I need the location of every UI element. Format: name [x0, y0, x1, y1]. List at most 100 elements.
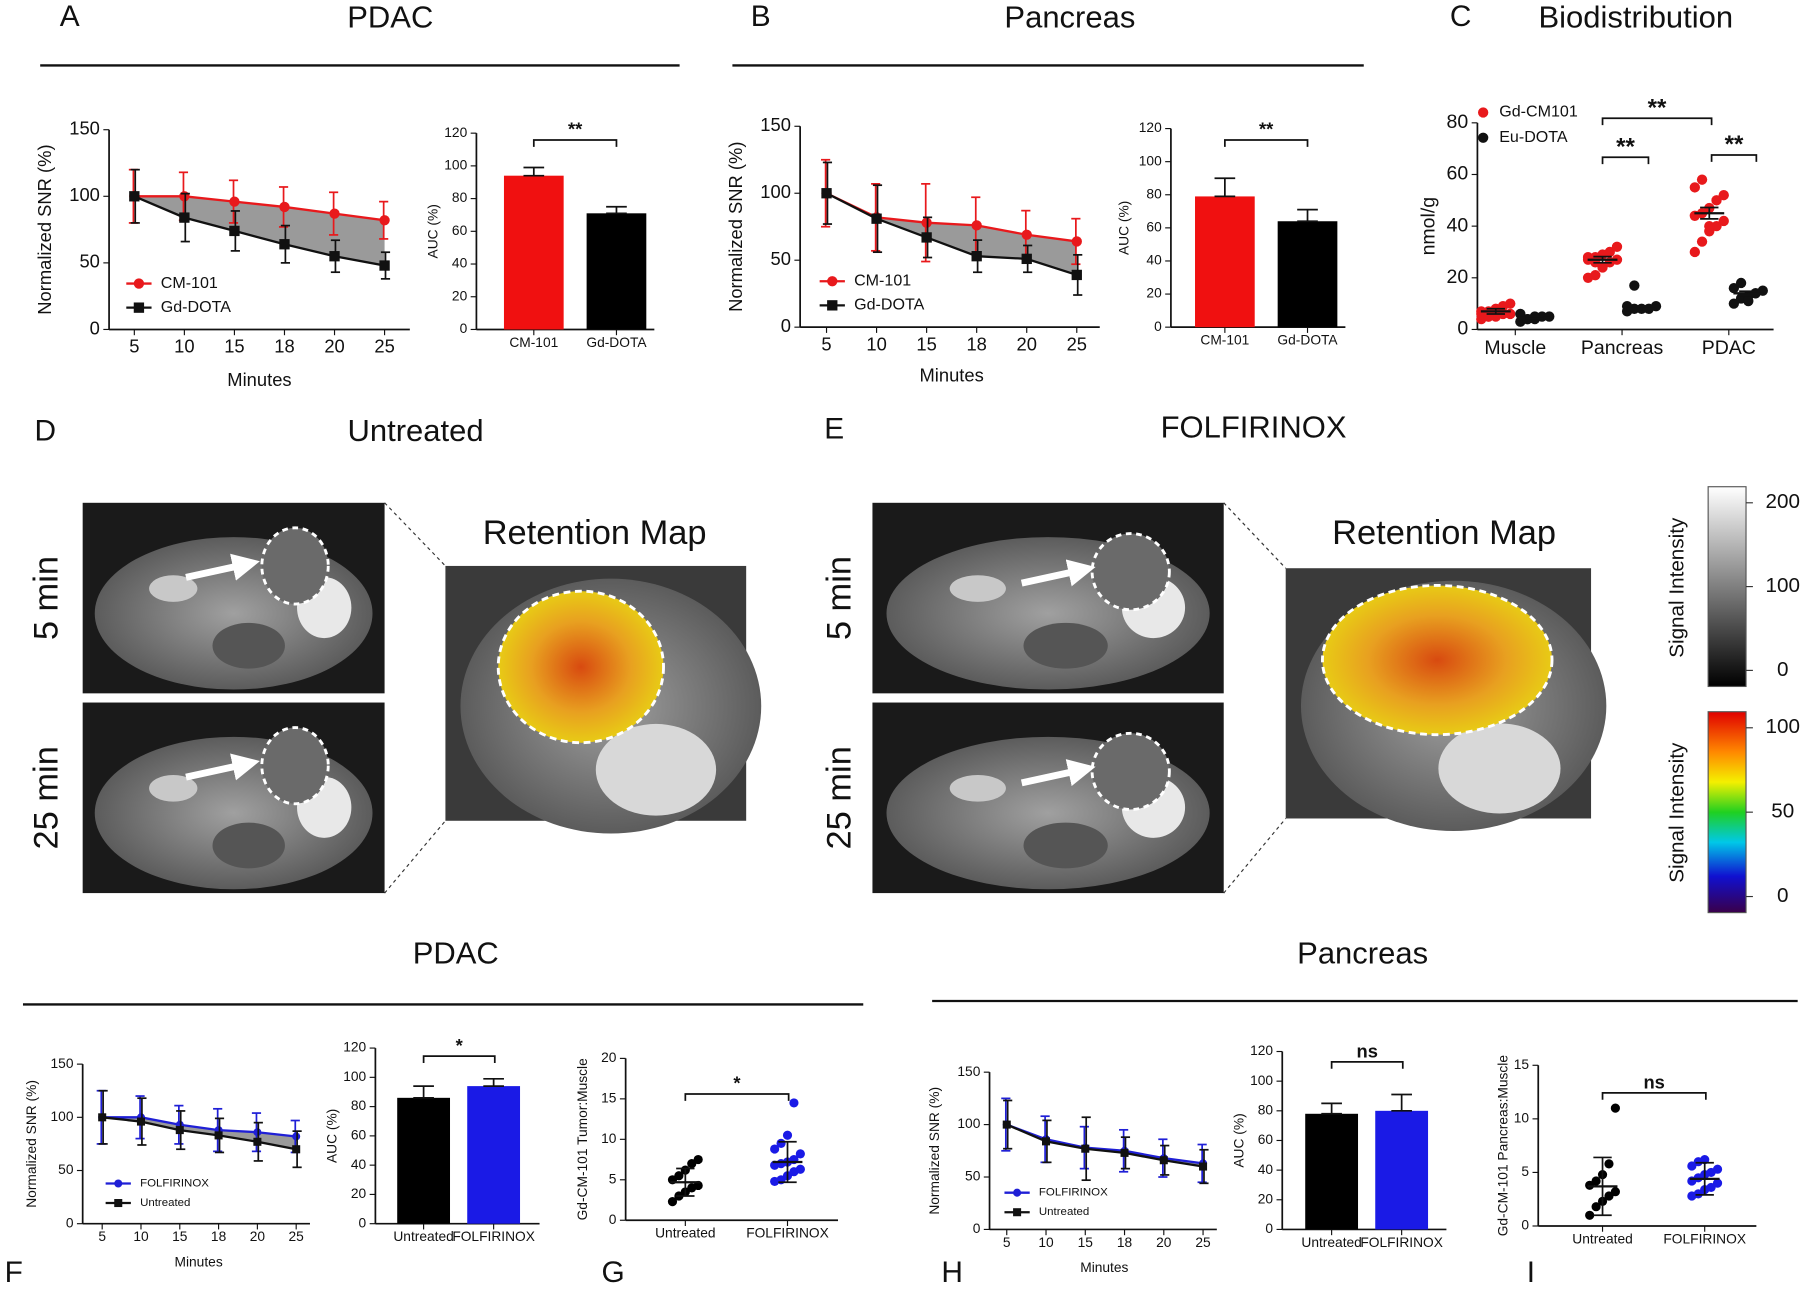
- y-tick-label: 60: [1447, 163, 1469, 185]
- section-header: FOLFIRINOX: [1161, 410, 1347, 445]
- y-tick-label: 50: [965, 1169, 981, 1184]
- tumor-outline: [1090, 532, 1171, 612]
- chart-title: Biodistribution: [1539, 0, 1734, 35]
- data-point: [1610, 1187, 1620, 1197]
- data-point: [1712, 1178, 1723, 1188]
- marker: [329, 208, 340, 219]
- y-axis-label: Normalized SNR (%): [34, 144, 55, 314]
- marker: [175, 1126, 184, 1135]
- bar: [1195, 196, 1255, 328]
- x-tick-label: 15: [916, 333, 936, 354]
- legend-label: Eu-DOTA: [1499, 128, 1568, 146]
- data-point: [1544, 311, 1555, 322]
- significance-bracket: [1601, 156, 1650, 165]
- data-point: [795, 1149, 805, 1159]
- difference-area: [826, 193, 1077, 275]
- x-axis-label: Minutes: [175, 1254, 223, 1269]
- x-tick-label: Gd-DOTA: [586, 335, 647, 350]
- data-point: [1629, 280, 1640, 291]
- marker: [827, 276, 838, 287]
- marker: [379, 215, 390, 226]
- panel-letter: D: [34, 415, 56, 448]
- data-point: [1483, 311, 1494, 322]
- colorbar-tick-label: 0: [1777, 658, 1789, 681]
- marker: [1081, 1144, 1090, 1153]
- y-tick-label: 5: [1521, 1164, 1529, 1179]
- y-tick-label: 40: [351, 1157, 367, 1172]
- legend-label: FOLFIRINOX: [140, 1178, 209, 1190]
- y-tick-label: 60: [351, 1128, 367, 1143]
- data-point: [770, 1144, 780, 1154]
- marker: [1021, 253, 1032, 265]
- y-axis-label: AUC (%): [426, 204, 441, 258]
- series-line: [134, 195, 385, 222]
- y-tick-label: 80: [1258, 1102, 1274, 1117]
- y-tick-label: 120: [1250, 1043, 1273, 1058]
- data-point: [1604, 1159, 1614, 1169]
- tumor-outline: [260, 726, 330, 806]
- marker: [292, 1145, 301, 1154]
- series-line: [1006, 1123, 1204, 1168]
- significance-bracket: [532, 139, 618, 147]
- x-tick-label: FOLFIRINOX: [452, 1229, 535, 1244]
- y-tick-label: 80: [1447, 111, 1469, 133]
- significance-bracket: [1224, 139, 1309, 147]
- data-point: [1515, 308, 1526, 320]
- data-point: [1743, 295, 1754, 307]
- x-tick-label: 10: [866, 333, 886, 354]
- data-point: [1711, 195, 1722, 206]
- data-point: [1585, 1210, 1595, 1220]
- marker: [279, 201, 290, 213]
- section-header: Untreated: [348, 413, 484, 448]
- marker: [292, 1132, 301, 1141]
- y-tick-label: 80: [1146, 186, 1162, 201]
- panel-letter: H: [941, 1256, 963, 1289]
- marker: [179, 191, 190, 202]
- y-tick-label: 0: [1457, 318, 1468, 340]
- y-tick-label: 100: [444, 158, 467, 173]
- marker: [279, 239, 290, 250]
- data-point: [1712, 1164, 1723, 1174]
- x-tick-label: Pancreas: [1581, 337, 1664, 359]
- marker: [129, 191, 140, 202]
- panel-letter: I: [1527, 1256, 1535, 1289]
- image-label: Retention Map: [1332, 514, 1556, 552]
- y-tick-label: 20: [1146, 286, 1162, 301]
- bar: [397, 1097, 451, 1224]
- marker: [136, 1117, 146, 1126]
- y-tick-label: 40: [452, 256, 468, 271]
- y-tick-label: 0: [90, 317, 100, 338]
- legend-label: Gd-DOTA: [161, 298, 231, 316]
- y-tick-label: 150: [51, 1056, 74, 1071]
- marker: [214, 1131, 223, 1140]
- y-axis-label: AUC (%): [1231, 1113, 1246, 1167]
- legend-label: FOLFIRINOX: [1039, 1187, 1108, 1199]
- y-axis-label: Gd-CM-101 Tumor:Muscle: [575, 1058, 590, 1221]
- colorbar-label: Signal Intensity: [1666, 517, 1689, 658]
- y-tick-label: 60: [1258, 1132, 1274, 1147]
- y-tick-label: 40: [1258, 1162, 1274, 1177]
- data-point: [1689, 246, 1700, 258]
- marker: [971, 220, 982, 231]
- legend-label: CM-101: [161, 274, 218, 292]
- marker: [921, 232, 932, 243]
- marker: [133, 302, 145, 313]
- y-tick-label: 150: [69, 118, 100, 139]
- colorbar-tick-label: 100: [1766, 574, 1800, 597]
- x-tick-label: 25: [1067, 333, 1087, 354]
- mri-organ: [1023, 822, 1108, 869]
- data-point: [1597, 262, 1608, 273]
- x-tick-label: FOLFIRINOX: [1360, 1235, 1443, 1250]
- marker: [133, 278, 145, 289]
- x-tick-label: 15: [172, 1229, 188, 1244]
- mri-organ: [949, 774, 1006, 802]
- series-line: [1006, 1123, 1204, 1165]
- data-point: [693, 1154, 703, 1165]
- significance-bracket: [1330, 1060, 1404, 1069]
- y-tick-label: 50: [79, 251, 99, 272]
- y-tick-label: 50: [58, 1162, 74, 1177]
- bar: [1277, 221, 1338, 328]
- marker: [821, 188, 832, 199]
- mri-organ: [595, 723, 717, 816]
- data-point: [1728, 282, 1740, 294]
